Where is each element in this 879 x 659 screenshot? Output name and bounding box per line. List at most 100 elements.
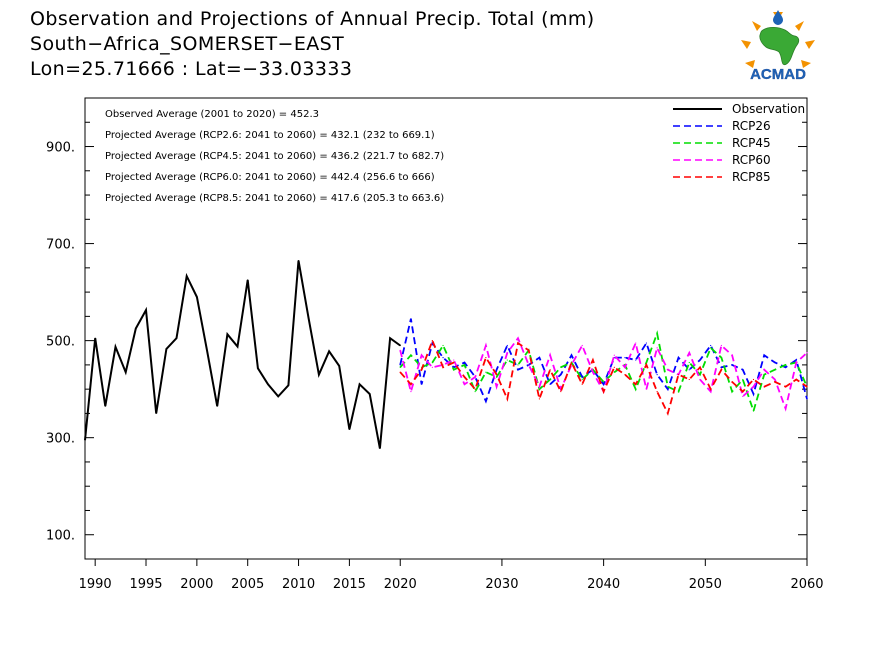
data-point-rcp26	[763, 354, 765, 356]
data-point-rcp60	[784, 407, 787, 410]
data-point-observation	[267, 383, 269, 385]
data-point-rcp85	[592, 359, 594, 361]
data-point-rcp85	[581, 383, 583, 385]
data-point-rcp26	[581, 376, 583, 378]
data-point-observation	[145, 309, 147, 311]
data-point-rcp45	[495, 376, 498, 378]
data-point-rcp60	[774, 378, 776, 381]
data-point-rcp26	[806, 398, 808, 400]
water-drop-icon	[773, 10, 783, 25]
data-point-rcp60	[624, 366, 626, 368]
data-point-rcp85	[677, 374, 680, 376]
data-point-rcp26	[624, 357, 626, 359]
data-point-rcp45	[731, 390, 733, 393]
data-point-rcp26	[495, 369, 498, 371]
data-point-rcp26	[795, 359, 797, 361]
data-point-rcp45	[581, 378, 583, 381]
data-point-rcp45	[699, 374, 701, 376]
data-point-rcp45	[710, 347, 712, 349]
data-point-rcp60	[517, 337, 519, 339]
y-tick-label: 500.	[46, 335, 75, 350]
data-point-observation	[125, 371, 127, 373]
data-point-observation	[135, 327, 137, 330]
data-point-rcp45	[474, 390, 476, 393]
data-point-rcp85	[699, 366, 701, 368]
data-point-observation	[155, 412, 157, 415]
x-tick-label: 1995	[129, 577, 162, 592]
data-point-rcp85	[774, 381, 776, 383]
data-point-observation	[389, 337, 391, 339]
data-point-observation	[175, 337, 178, 339]
logo-text: ACMAD	[750, 66, 806, 83]
data-point-rcp45	[656, 332, 658, 334]
data-point-rcp26	[742, 369, 744, 371]
location-label: South−Africa_SOMERSET−EAST	[30, 33, 345, 55]
data-point-rcp45	[784, 364, 787, 366]
x-tick-label: 2015	[333, 577, 366, 592]
data-point-rcp60	[495, 386, 498, 388]
data-point-rcp85	[624, 374, 626, 376]
y-tick-label: 100.	[46, 529, 75, 544]
data-point-rcp45	[635, 388, 637, 390]
data-point-rcp45	[603, 381, 605, 383]
data-point-rcp45	[763, 374, 765, 376]
stat-line: Projected Average (RCP2.6: 2041 to 2060)…	[105, 130, 435, 141]
data-point-rcp85	[667, 412, 669, 415]
data-point-rcp60	[635, 342, 637, 344]
data-point-rcp85	[784, 386, 787, 388]
data-point-observation	[379, 447, 381, 449]
x-tick-label: 2005	[231, 577, 264, 592]
data-point-rcp85	[720, 369, 722, 371]
data-point-rcp26	[421, 383, 423, 385]
data-point-rcp60	[667, 369, 669, 371]
data-point-observation	[186, 275, 188, 277]
stat-line: Projected Average (RCP8.5: 2041 to 2060)…	[105, 193, 444, 204]
data-point-rcp60	[710, 390, 712, 393]
stat-line: Projected Average (RCP4.5: 2041 to 2060)…	[105, 151, 444, 162]
x-tick-label: 2020	[384, 577, 417, 592]
data-point-rcp45	[463, 364, 466, 366]
data-point-rcp26	[560, 374, 562, 376]
data-point-rcp85	[656, 390, 658, 393]
x-tick-label: 2040	[587, 577, 620, 592]
data-point-rcp45	[667, 386, 669, 388]
data-point-rcp85	[731, 381, 733, 383]
data-point-rcp26	[667, 388, 669, 390]
data-point-rcp26	[688, 369, 690, 371]
data-point-rcp60	[806, 352, 808, 354]
data-point-rcp60	[656, 347, 658, 349]
data-point-rcp26	[410, 318, 412, 320]
data-point-observation	[308, 318, 310, 320]
data-point-observation	[297, 259, 300, 262]
data-point-rcp60	[720, 344, 722, 347]
data-point-rcp60	[699, 378, 701, 381]
data-point-observation	[236, 345, 239, 348]
data-point-rcp60	[528, 364, 530, 366]
data-point-rcp60	[613, 354, 615, 356]
data-point-observation	[216, 405, 218, 407]
data-point-rcp26	[570, 354, 573, 356]
data-point-rcp85	[560, 390, 562, 393]
data-point-observation	[318, 374, 320, 376]
data-point-rcp85	[710, 388, 712, 390]
data-point-rcp26	[517, 369, 519, 371]
data-point-rcp26	[463, 361, 466, 364]
data-point-rcp85	[485, 357, 487, 359]
data-point-rcp45	[688, 361, 690, 364]
data-point-observation	[104, 405, 106, 407]
data-point-rcp45	[549, 378, 551, 381]
data-point-rcp85	[453, 361, 455, 364]
legend-label-rcp85: RCP85	[732, 170, 771, 184]
data-point-observation	[206, 349, 208, 351]
data-point-observation	[165, 348, 167, 350]
series-line-rcp45	[399, 330, 808, 414]
x-tick-label: 2010	[282, 577, 315, 592]
data-point-rcp85	[688, 378, 690, 381]
data-point-rcp26	[720, 366, 722, 368]
data-point-rcp85	[613, 366, 615, 368]
data-point-observation	[328, 350, 330, 352]
data-point-observation	[287, 384, 289, 386]
data-point-rcp60	[421, 354, 423, 356]
data-point-rcp85	[570, 361, 573, 364]
data-point-rcp26	[710, 344, 712, 347]
